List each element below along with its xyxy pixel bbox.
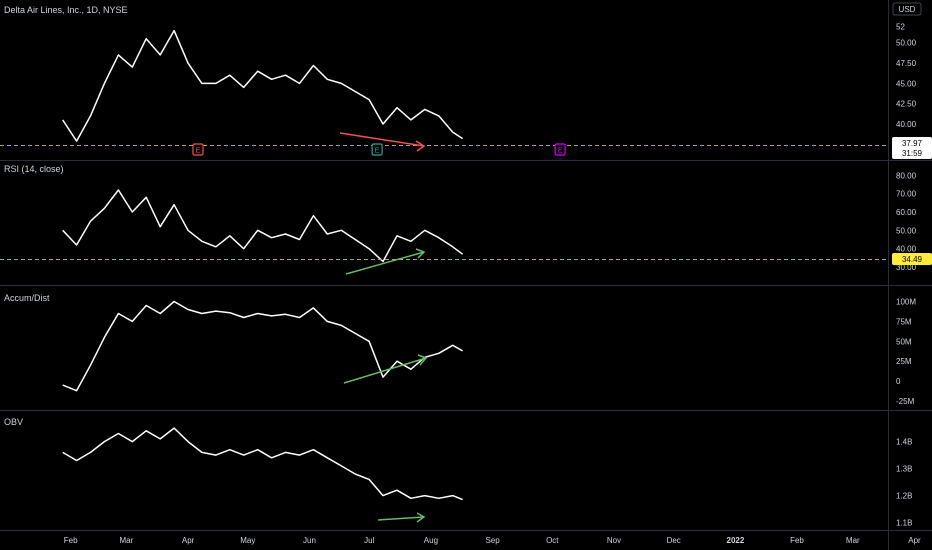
price-badge bbox=[892, 137, 932, 159]
y-tick-label: 60.00 bbox=[896, 208, 917, 217]
x-tick-label: Mar bbox=[846, 536, 860, 545]
y-tick-label: 70.00 bbox=[896, 190, 917, 199]
earnings-marker[interactable] bbox=[192, 143, 204, 156]
obv-line bbox=[62, 427, 463, 501]
earnings-marker[interactable] bbox=[371, 143, 383, 156]
x-tick-label: Oct bbox=[546, 536, 559, 545]
rsi-green-arrowhead bbox=[415, 248, 426, 259]
rsi-title: RSI (14, close) bbox=[4, 164, 64, 174]
currency-label: USD bbox=[899, 5, 916, 14]
obv-pane: OBV 1.4B 1.3B 1.2B 1.1B bbox=[4, 417, 912, 528]
x-tick-label: Aug bbox=[424, 536, 438, 545]
earnings-marker-label: E bbox=[196, 148, 201, 155]
rsi-axis-group: 80.00 70.00 60.00 50.00 40.00 30.00 bbox=[896, 171, 917, 272]
price-badge-value: 37.97 bbox=[902, 139, 923, 148]
obv-green-trend-arrow bbox=[377, 516, 425, 521]
y-tick-label: 1.1B bbox=[896, 519, 912, 528]
rsi-badge bbox=[892, 253, 932, 265]
x-tick-label: Jun bbox=[303, 536, 316, 545]
y-tick-label: 50.00 bbox=[896, 226, 917, 235]
y-tick-label: 100M bbox=[896, 298, 916, 307]
ad-title: Accum/Dist bbox=[4, 293, 50, 303]
y-tick-label: 30.00 bbox=[896, 263, 917, 272]
rsi-line bbox=[62, 189, 464, 263]
x-tick-label: Sep bbox=[485, 536, 500, 545]
price-red-arrowhead bbox=[415, 140, 426, 152]
x-tick-label: May bbox=[240, 536, 255, 545]
y-tick-label: 1.4B bbox=[896, 438, 912, 447]
y-tick-label: -25M bbox=[896, 397, 915, 406]
x-tick-label: Apr bbox=[908, 536, 921, 545]
y-tick-label: 50.00 bbox=[896, 39, 917, 48]
ad-line bbox=[62, 300, 463, 392]
x-tick-label: Nov bbox=[607, 536, 621, 545]
currency-box bbox=[892, 2, 922, 16]
symbol-title: Delta Air Lines, Inc., 1D, NYSE bbox=[4, 5, 128, 15]
y-tick-label: 45.00 bbox=[896, 79, 917, 88]
price-line bbox=[62, 29, 464, 142]
y-tick-label: 42.50 bbox=[896, 100, 917, 109]
price-axis-group: 52 50.00 47.50 45.00 42.50 40.00 bbox=[896, 23, 917, 130]
y-tick-label: 47.50 bbox=[896, 59, 917, 68]
rsi-badge-value: 34.49 bbox=[902, 255, 923, 264]
ad-green-arrowhead bbox=[417, 354, 428, 366]
y-tick-label: 1.2B bbox=[896, 492, 912, 501]
obv-axis-group: 1.4B 1.3B 1.2B 1.1B bbox=[896, 438, 912, 528]
y-tick-label: 0 bbox=[896, 377, 901, 386]
x-tick-label: Feb bbox=[790, 536, 804, 545]
ad-green-trend-arrow bbox=[343, 357, 427, 384]
price-red-trend-arrow bbox=[339, 132, 425, 147]
x-tick-label: Dec bbox=[667, 536, 681, 545]
x-tick-label: 2022 bbox=[727, 536, 745, 545]
ad-pane: Accum/Dist 100M 75M 50M 25M 0 -25M bbox=[4, 293, 916, 406]
x-tick-label: Jul bbox=[364, 536, 374, 545]
x-tick-label: Feb bbox=[64, 536, 78, 545]
y-tick-label: 52 bbox=[896, 23, 905, 32]
price-badge-countdown: 31:59 bbox=[902, 149, 923, 158]
y-tick-label: 25M bbox=[896, 357, 912, 366]
obv-title: OBV bbox=[4, 417, 23, 427]
y-tick-label: 40.00 bbox=[896, 120, 917, 129]
price-pane: Delta Air Lines, Inc., 1D, NYSE 52 50.00 4… bbox=[0, 2, 932, 159]
y-tick-label: 1.3B bbox=[896, 465, 912, 474]
rsi-green-trend-arrow bbox=[345, 251, 425, 275]
earnings-marker-label: E bbox=[375, 148, 380, 155]
y-tick-label: 40.00 bbox=[896, 245, 917, 254]
obv-green-arrowhead bbox=[416, 512, 426, 523]
time-axis[interactable]: Feb Mar Apr May Jun Jul Aug Sep Oct Nov Dec 2022 Feb… bbox=[64, 536, 921, 545]
x-tick-label: Apr bbox=[182, 536, 195, 545]
earnings-marker-label: E bbox=[558, 148, 563, 155]
y-tick-label: 75M bbox=[896, 317, 912, 326]
y-tick-label: 50M bbox=[896, 337, 912, 346]
rsi-pane: RSI (14, close) 80.00 70.00 60.00 50.00 40.0… bbox=[0, 164, 932, 275]
y-tick-label: 80.00 bbox=[896, 171, 917, 180]
x-tick-label: Mar bbox=[120, 536, 134, 545]
ad-axis-group: 100M 75M 50M 25M 0 -25M bbox=[896, 298, 916, 407]
earnings-marker[interactable] bbox=[554, 143, 566, 156]
